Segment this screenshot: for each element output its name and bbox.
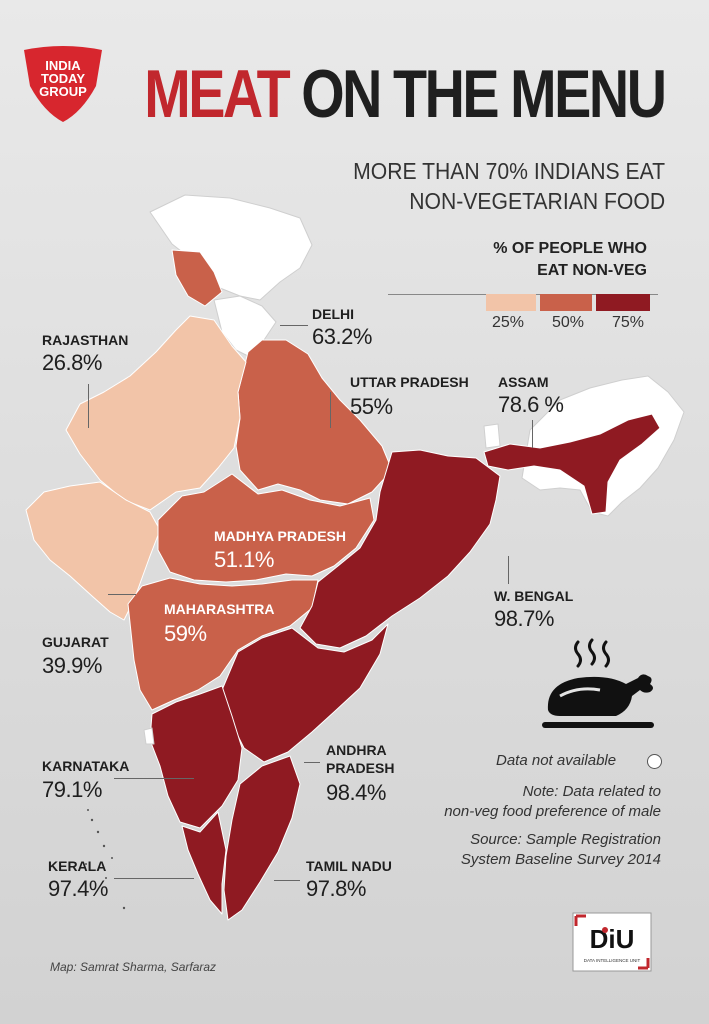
roast-chicken-icon xyxy=(542,638,654,728)
source-line-1: Source: Sample Registration xyxy=(470,831,661,848)
region-tamil-nadu xyxy=(223,755,301,921)
subtitle-line-2: NON-VEGETARIAN FOOD xyxy=(409,188,665,214)
label-gujarat-value: 39.9% xyxy=(42,653,102,678)
label-rajasthan-value: 26.8% xyxy=(42,350,102,375)
subtitle-line-1: MORE THAN 70% INDIANS EAT xyxy=(353,158,665,184)
region-assam xyxy=(483,413,661,515)
label-delhi-value: 63.2% xyxy=(312,324,372,349)
label-uttar-pradesh-value: 55% xyxy=(350,394,393,419)
india-today-group-logo: INDIA TODAY GROUP xyxy=(24,46,102,122)
svg-text:INDIA: INDIA xyxy=(45,58,81,73)
region-maharashtra xyxy=(127,577,319,711)
legend-title-line-2: EAT NON-VEG xyxy=(537,262,647,279)
region-kerala xyxy=(181,811,227,915)
islands-dots xyxy=(85,809,126,910)
note-line-1: Note: Data related to xyxy=(522,783,661,800)
label-w-bengal-value: 98.7% xyxy=(494,606,554,631)
legend-tick-50: 50% xyxy=(552,314,585,331)
title-part-rest: ON THE MENU xyxy=(301,56,668,132)
svg-text:DiU: DiU xyxy=(590,924,635,954)
label-assam-name: ASSAM xyxy=(498,374,549,390)
region-gujarat xyxy=(25,481,161,621)
legend-tick-25: 25% xyxy=(492,314,525,331)
page-title: MEAT ON THE MENU xyxy=(145,60,668,128)
legend-title: % OF PEOPLE WHO EAT NON-VEG xyxy=(493,238,647,282)
leader-andhra xyxy=(304,762,320,763)
region-uttar-pradesh xyxy=(235,339,393,505)
india-choropleth-map xyxy=(25,194,685,921)
note-text: Note: Data related to non-veg food prefe… xyxy=(444,782,661,822)
label-kerala-value: 97.4% xyxy=(48,876,108,901)
legend-tick-75: 75% xyxy=(612,314,645,331)
region-jammu-kashmir xyxy=(149,194,313,301)
legend-title-line-1: % OF PEOPLE WHO xyxy=(493,240,647,257)
label-karnataka-value: 79.1% xyxy=(42,777,102,802)
data-not-available-label: Data not available xyxy=(496,752,617,769)
label-madhya-pradesh-value: 51.1% xyxy=(214,547,274,572)
diu-logo: DiU DATA INTELLIGENCE UNIT xyxy=(572,912,652,972)
leader-kerala xyxy=(114,878,194,879)
leader-gujarat xyxy=(108,594,136,595)
leader-w-bengal xyxy=(508,556,509,584)
svg-text:TODAY: TODAY xyxy=(41,71,85,86)
label-tamil-nadu-value: 97.8% xyxy=(306,876,366,901)
label-maharashtra-value: 59% xyxy=(164,621,207,646)
label-tamil-nadu-name: TAMIL NADU xyxy=(306,858,392,874)
region-goa xyxy=(143,727,155,745)
leader-rajasthan xyxy=(88,384,89,428)
source-text: Source: Sample Registration System Basel… xyxy=(461,830,661,870)
title-part-meat: MEAT xyxy=(144,56,291,132)
legend-swatch-low xyxy=(486,294,536,311)
svg-text:DATA INTELLIGENCE UNIT: DATA INTELLIGENCE UNIT xyxy=(584,958,641,963)
region-rajasthan xyxy=(65,315,247,511)
label-karnataka-name: KARNATAKA xyxy=(42,758,130,774)
white-circle-icon xyxy=(647,754,662,769)
leader-karnataka xyxy=(114,778,194,779)
label-delhi-name: DELHI xyxy=(312,306,354,322)
label-gujarat-name: GUJARAT xyxy=(42,634,109,650)
leader-uttar-pradesh xyxy=(330,392,331,428)
legend-swatch-high xyxy=(596,294,650,311)
label-assam-value: 78.6 % xyxy=(498,392,564,417)
label-andhra-name-1: ANDHRA xyxy=(326,742,387,758)
legend-swatch-mid xyxy=(540,294,592,311)
subtitle: MORE THAN 70% INDIANS EAT NON-VEGETARIAN… xyxy=(353,156,665,216)
label-madhya-pradesh-name: MADHYA PRADESH xyxy=(214,528,346,544)
label-maharashtra-name: MAHARASHTRA xyxy=(164,601,275,617)
leader-delhi xyxy=(280,325,308,326)
region-karnataka xyxy=(149,685,243,829)
svg-text:GROUP: GROUP xyxy=(39,84,87,99)
region-madhya-pradesh xyxy=(157,473,375,583)
leader-tamil-nadu xyxy=(274,880,300,881)
region-himachal xyxy=(171,249,223,307)
map-credit: Map: Samrat Sharma, Sarfaraz xyxy=(50,960,217,974)
label-rajasthan-name: RAJASTHAN xyxy=(42,332,129,348)
region-sikkim xyxy=(483,423,501,449)
label-uttar-pradesh-name: UTTAR PRADESH xyxy=(350,374,469,390)
region-east-india xyxy=(299,449,501,649)
label-kerala-name: KERALA xyxy=(48,858,107,874)
leader-assam xyxy=(532,420,533,448)
label-andhra-value: 98.4% xyxy=(326,780,386,805)
label-andhra-name-2: PRADESH xyxy=(326,760,395,776)
source-line-2: System Baseline Survey 2014 xyxy=(460,851,661,868)
label-w-bengal-name: W. BENGAL xyxy=(494,588,574,604)
note-line-2: non-veg food preference of male xyxy=(444,803,661,820)
